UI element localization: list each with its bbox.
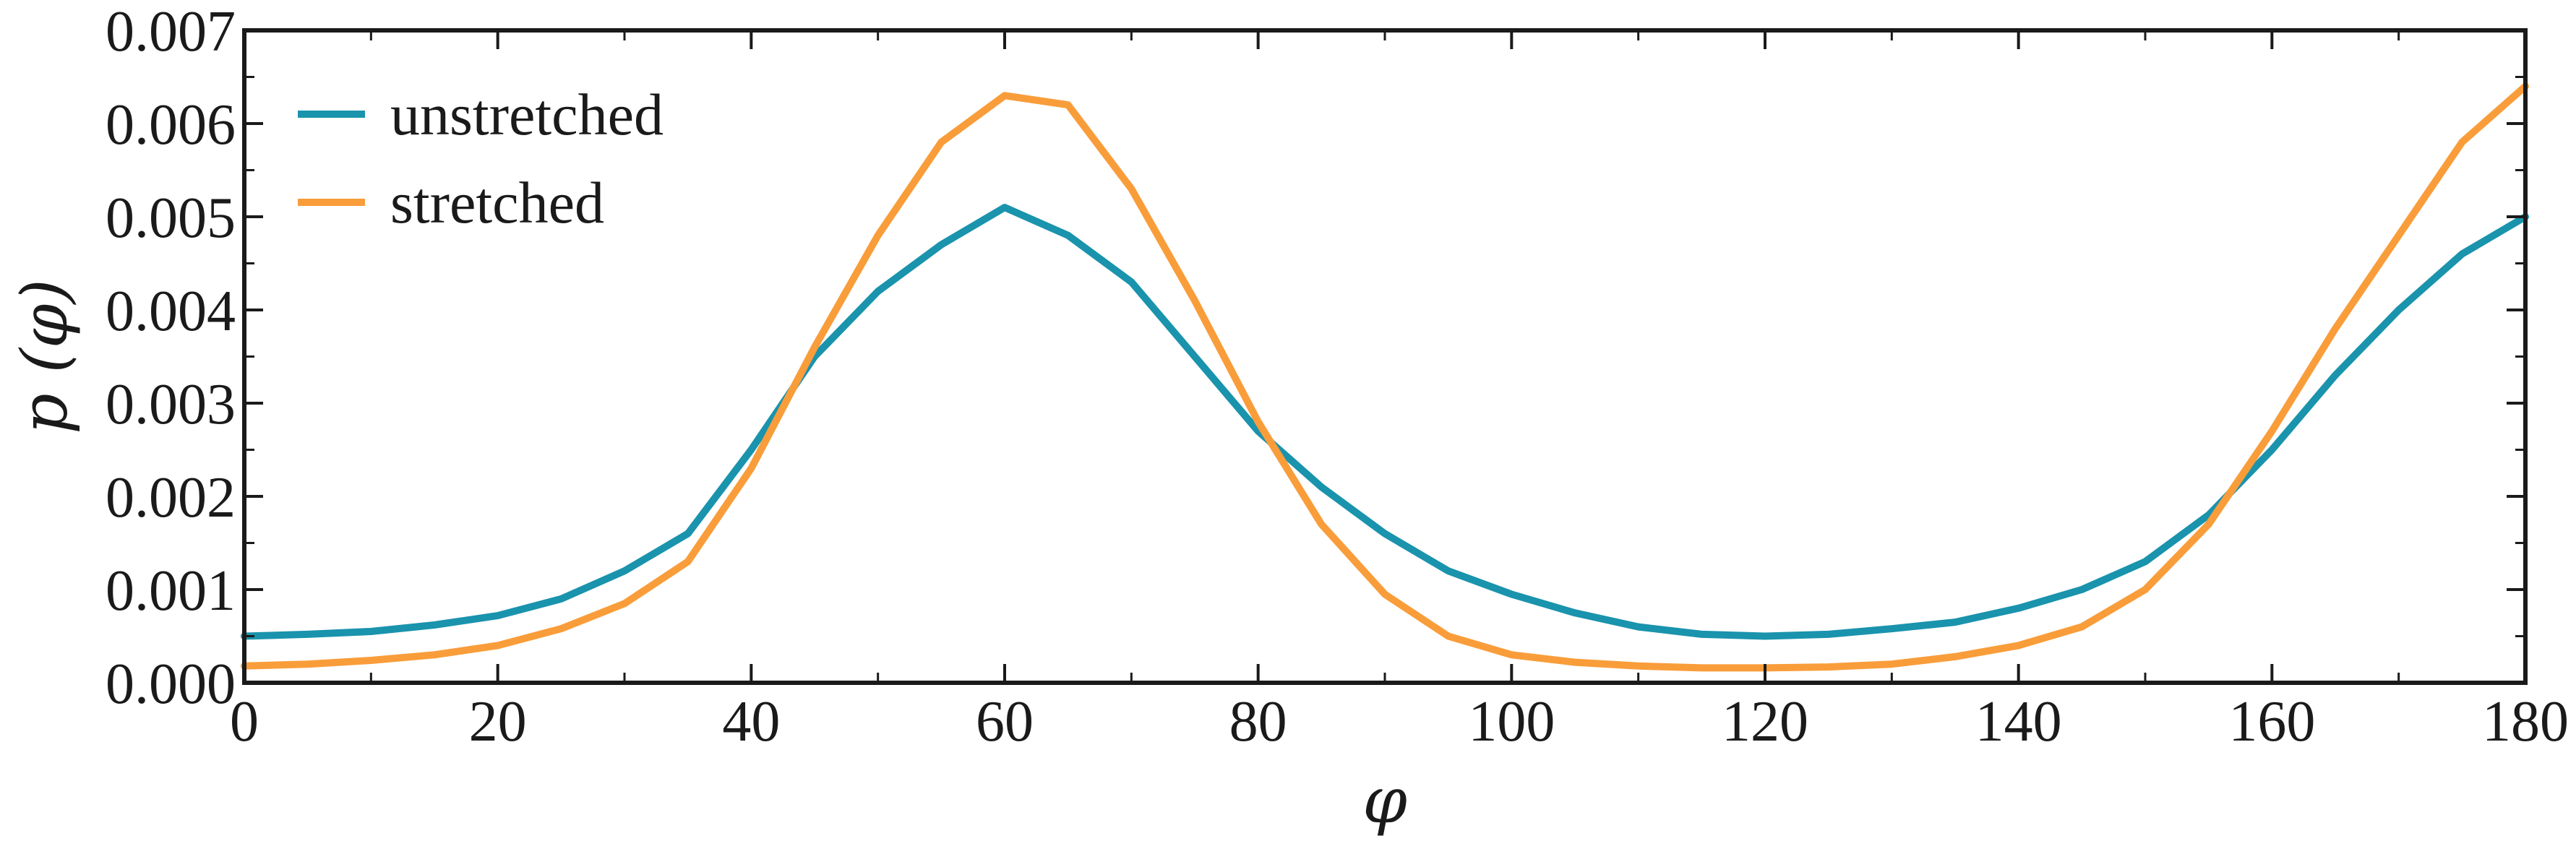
x-tick-label: 100	[1468, 690, 1555, 754]
y-tick-label: 0.006	[106, 93, 236, 157]
x-tick-label: 0	[230, 690, 259, 754]
y-tick-label: 0.001	[106, 559, 236, 623]
y-tick-label: 0.005	[106, 186, 236, 250]
legend: unstretched stretched	[298, 82, 664, 236]
legend-label-unstretched: unstretched	[390, 82, 664, 147]
series-layer	[241, 82, 2529, 672]
x-tick-label: 80	[1229, 690, 1287, 754]
y-tick-label: 0.002	[106, 466, 236, 530]
ticks-layer: 0 20 40 60 80 100 120 140 160 180 0.000 0.001 0.002 0…	[106, 0, 2569, 754]
x-tick-label: 160	[2228, 690, 2315, 754]
x-tick-label: 20	[469, 690, 527, 754]
x-tick-label: 60	[976, 690, 1034, 754]
legend-label-stretched: stretched	[390, 170, 604, 236]
series-line-stretched	[241, 82, 2529, 672]
y-tick-label: 0.003	[106, 373, 236, 436]
y-tick-label: 0.007	[106, 0, 236, 64]
x-axis-title: φ	[1362, 763, 1407, 837]
y-tick-label: 0.000	[106, 652, 236, 716]
y-tick-label: 0.004	[106, 280, 236, 343]
x-tick-label: 180	[2482, 690, 2569, 754]
y-axis-title: p (φ)	[7, 279, 82, 434]
x-tick-label: 140	[1975, 690, 2062, 754]
x-tick-label: 40	[722, 690, 780, 754]
series-line-unstretched	[241, 204, 2529, 640]
x-tick-label: 120	[1722, 690, 1808, 754]
